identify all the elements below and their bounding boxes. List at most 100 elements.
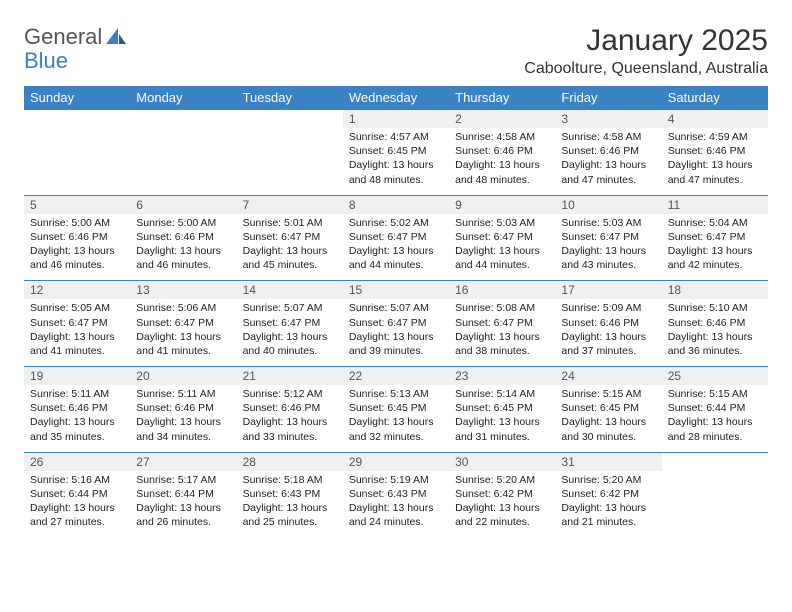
day-sunset: Sunset: 6:44 PM xyxy=(136,487,230,501)
day-number-cell: 21 xyxy=(237,367,343,386)
day-d2: and 38 minutes. xyxy=(455,344,549,358)
day-sunrise: Sunrise: 4:58 AM xyxy=(455,130,549,144)
day-d2: and 25 minutes. xyxy=(243,515,337,529)
day-sunset: Sunset: 6:46 PM xyxy=(30,401,124,415)
day-d1: Daylight: 13 hours xyxy=(136,244,230,258)
day-sunrise: Sunrise: 5:16 AM xyxy=(30,473,124,487)
day-sunrise: Sunrise: 5:15 AM xyxy=(668,387,762,401)
day-d1: Daylight: 13 hours xyxy=(455,158,549,172)
day-d1: Daylight: 13 hours xyxy=(136,330,230,344)
day-d2: and 44 minutes. xyxy=(349,258,443,272)
day-number-cell: 19 xyxy=(24,367,130,386)
day-number-cell: 2 xyxy=(449,110,555,129)
day-d1: Daylight: 13 hours xyxy=(30,501,124,515)
day-detail-cell: Sunrise: 5:14 AMSunset: 6:45 PMDaylight:… xyxy=(449,385,555,452)
day-detail-cell: Sunrise: 5:13 AMSunset: 6:45 PMDaylight:… xyxy=(343,385,449,452)
day-d2: and 21 minutes. xyxy=(561,515,655,529)
day-number-cell: 31 xyxy=(555,452,661,471)
day-d2: and 30 minutes. xyxy=(561,430,655,444)
day-detail-cell: Sunrise: 5:03 AMSunset: 6:47 PMDaylight:… xyxy=(449,214,555,281)
day-d1: Daylight: 13 hours xyxy=(561,501,655,515)
day-sunrise: Sunrise: 5:01 AM xyxy=(243,216,337,230)
day-sunset: Sunset: 6:46 PM xyxy=(561,144,655,158)
day-d1: Daylight: 13 hours xyxy=(668,415,762,429)
day-sunrise: Sunrise: 5:00 AM xyxy=(30,216,124,230)
day-sunset: Sunset: 6:47 PM xyxy=(349,316,443,330)
day-sunrise: Sunrise: 5:00 AM xyxy=(136,216,230,230)
day-sunset: Sunset: 6:47 PM xyxy=(349,230,443,244)
day-sunset: Sunset: 6:46 PM xyxy=(668,144,762,158)
day-sunrise: Sunrise: 5:19 AM xyxy=(349,473,443,487)
day-number-cell xyxy=(24,110,130,129)
day-sunrise: Sunrise: 5:07 AM xyxy=(349,301,443,315)
day-d2: and 33 minutes. xyxy=(243,430,337,444)
day-detail-cell: Sunrise: 5:02 AMSunset: 6:47 PMDaylight:… xyxy=(343,214,449,281)
day-d1: Daylight: 13 hours xyxy=(455,330,549,344)
day-number-cell: 28 xyxy=(237,452,343,471)
day-number-cell: 10 xyxy=(555,195,661,214)
day-number-cell: 26 xyxy=(24,452,130,471)
day-number-row: 12131415161718 xyxy=(24,281,768,300)
weekday-header-row: SundayMondayTuesdayWednesdayThursdayFrid… xyxy=(24,86,768,110)
day-d1: Daylight: 13 hours xyxy=(561,415,655,429)
day-d1: Daylight: 13 hours xyxy=(455,244,549,258)
day-d1: Daylight: 13 hours xyxy=(30,415,124,429)
day-number-cell: 13 xyxy=(130,281,236,300)
day-detail-cell: Sunrise: 5:12 AMSunset: 6:46 PMDaylight:… xyxy=(237,385,343,452)
day-d2: and 48 minutes. xyxy=(349,173,443,187)
day-sunrise: Sunrise: 5:14 AM xyxy=(455,387,549,401)
day-number-cell xyxy=(662,452,768,471)
day-detail-row: Sunrise: 5:00 AMSunset: 6:46 PMDaylight:… xyxy=(24,214,768,281)
day-detail-cell: Sunrise: 4:58 AMSunset: 6:46 PMDaylight:… xyxy=(555,128,661,195)
logo: General xyxy=(24,24,128,50)
day-detail-cell: Sunrise: 5:03 AMSunset: 6:47 PMDaylight:… xyxy=(555,214,661,281)
day-detail-cell: Sunrise: 5:16 AMSunset: 6:44 PMDaylight:… xyxy=(24,471,130,538)
day-d1: Daylight: 13 hours xyxy=(349,415,443,429)
day-sunset: Sunset: 6:43 PM xyxy=(243,487,337,501)
day-sunset: Sunset: 6:45 PM xyxy=(561,401,655,415)
day-detail-cell: Sunrise: 5:01 AMSunset: 6:47 PMDaylight:… xyxy=(237,214,343,281)
day-d2: and 32 minutes. xyxy=(349,430,443,444)
day-detail-cell: Sunrise: 4:59 AMSunset: 6:46 PMDaylight:… xyxy=(662,128,768,195)
day-sunrise: Sunrise: 4:57 AM xyxy=(349,130,443,144)
day-detail-cell xyxy=(662,471,768,538)
logo-sail-icon xyxy=(106,28,126,46)
day-sunrise: Sunrise: 5:11 AM xyxy=(136,387,230,401)
day-number-cell: 3 xyxy=(555,110,661,129)
day-number-cell: 27 xyxy=(130,452,236,471)
day-sunrise: Sunrise: 5:20 AM xyxy=(455,473,549,487)
day-detail-row: Sunrise: 4:57 AMSunset: 6:45 PMDaylight:… xyxy=(24,128,768,195)
day-d2: and 48 minutes. xyxy=(455,173,549,187)
day-detail-cell: Sunrise: 5:10 AMSunset: 6:46 PMDaylight:… xyxy=(662,299,768,366)
day-number-row: 262728293031 xyxy=(24,452,768,471)
day-detail-cell: Sunrise: 5:08 AMSunset: 6:47 PMDaylight:… xyxy=(449,299,555,366)
day-sunrise: Sunrise: 5:11 AM xyxy=(30,387,124,401)
day-d2: and 41 minutes. xyxy=(136,344,230,358)
day-sunset: Sunset: 6:45 PM xyxy=(455,401,549,415)
day-sunset: Sunset: 6:47 PM xyxy=(243,230,337,244)
day-sunset: Sunset: 6:47 PM xyxy=(668,230,762,244)
day-sunrise: Sunrise: 5:15 AM xyxy=(561,387,655,401)
day-sunset: Sunset: 6:43 PM xyxy=(349,487,443,501)
day-d2: and 27 minutes. xyxy=(30,515,124,529)
day-detail-cell: Sunrise: 5:00 AMSunset: 6:46 PMDaylight:… xyxy=(130,214,236,281)
day-d1: Daylight: 13 hours xyxy=(349,158,443,172)
day-detail-cell: Sunrise: 4:58 AMSunset: 6:46 PMDaylight:… xyxy=(449,128,555,195)
day-number-cell: 24 xyxy=(555,367,661,386)
day-number-cell xyxy=(130,110,236,129)
day-detail-cell: Sunrise: 5:17 AMSunset: 6:44 PMDaylight:… xyxy=(130,471,236,538)
day-d1: Daylight: 13 hours xyxy=(136,501,230,515)
weekday-header: Sunday xyxy=(24,86,130,110)
day-sunset: Sunset: 6:47 PM xyxy=(30,316,124,330)
day-detail-row: Sunrise: 5:11 AMSunset: 6:46 PMDaylight:… xyxy=(24,385,768,452)
day-number-cell: 11 xyxy=(662,195,768,214)
day-d2: and 43 minutes. xyxy=(561,258,655,272)
weekday-header: Friday xyxy=(555,86,661,110)
day-d2: and 44 minutes. xyxy=(455,258,549,272)
day-sunset: Sunset: 6:46 PM xyxy=(668,316,762,330)
day-sunrise: Sunrise: 5:02 AM xyxy=(349,216,443,230)
day-number-cell: 20 xyxy=(130,367,236,386)
day-sunset: Sunset: 6:47 PM xyxy=(455,316,549,330)
day-d1: Daylight: 13 hours xyxy=(349,244,443,258)
day-number-row: 1234 xyxy=(24,110,768,129)
